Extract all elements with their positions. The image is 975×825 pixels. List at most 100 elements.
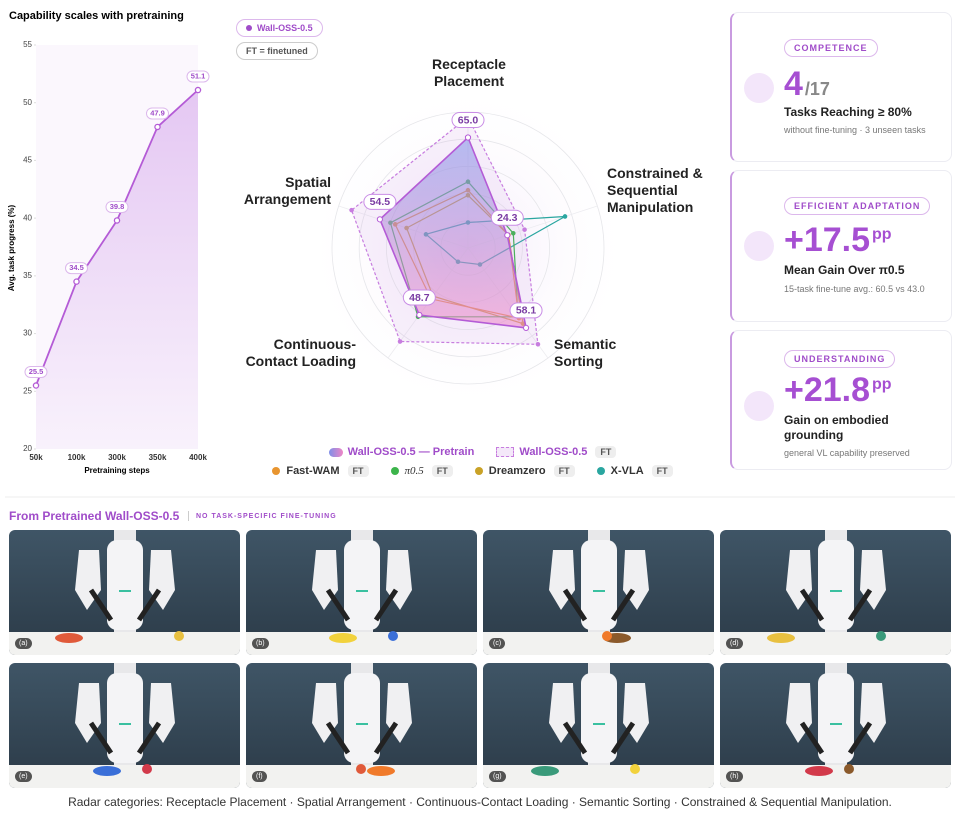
- photo-panel: (g): [483, 663, 714, 788]
- card-subtitle: without fine-tuning · 3 unseen tasks: [784, 125, 926, 135]
- card-unit: /17: [804, 79, 830, 99]
- value-label: 58.1: [516, 305, 537, 317]
- card-number: +17.5: [784, 221, 871, 259]
- legend-row: Fast-WAM FT π0.5 FT Dreamzero FT X-VLA FT: [0, 465, 955, 477]
- photo-shape: [581, 673, 617, 763]
- card-number: +21.8: [784, 371, 871, 409]
- photo-panel: (f): [246, 663, 477, 788]
- legend-row: Wall-OSS-0.5 — Pretrain Wall-OSS-0.5 FT: [0, 446, 955, 458]
- legend-item: Wall-OSS-0.5 FT: [496, 446, 617, 458]
- y-tick-label: 50: [23, 98, 32, 107]
- y-tick-label: 20: [23, 444, 32, 453]
- panel-label: (f): [252, 771, 267, 782]
- point: [154, 123, 161, 131]
- radar-point: [416, 311, 423, 319]
- value-label: 47.9: [150, 108, 165, 117]
- photo-shape: [602, 631, 612, 641]
- legend-item: π0.5 FT: [390, 465, 453, 477]
- value-badge: [402, 289, 436, 306]
- photo-shape: [581, 540, 617, 630]
- radar-axis-label: Constrained & Sequential Manipulation: [607, 165, 703, 215]
- value-label: 54.5: [370, 196, 391, 208]
- legend-item: X-VLA FT: [596, 465, 673, 477]
- photo-shape: [344, 673, 380, 763]
- legend-swatch: [596, 467, 605, 475]
- photo-shape: [767, 633, 795, 643]
- legend-label: X-VLA: [610, 465, 644, 477]
- value-label: 39.8: [110, 202, 125, 211]
- card-icon: [744, 231, 774, 261]
- card-label: COMPETENCE: [784, 39, 878, 57]
- photo-shape: [844, 764, 854, 774]
- y-tick-label: 35: [23, 271, 32, 280]
- photo-shape: [93, 766, 121, 776]
- value-badge: [509, 302, 543, 319]
- y-axis-label: Avg. task progress (%): [7, 204, 16, 291]
- legend-label: Wall-OSS-0.5: [519, 446, 588, 458]
- photo-illustration: [720, 663, 951, 788]
- legend-swatch: [328, 447, 343, 457]
- photo-shape: [818, 673, 854, 763]
- card-title: Gain on embodied grounding: [784, 413, 889, 442]
- x-tick-label: 100k: [68, 453, 86, 462]
- photo-shape: [246, 632, 477, 655]
- radar-point: [510, 230, 516, 236]
- card-icon: [744, 391, 774, 421]
- photo-panel: (d): [720, 530, 951, 655]
- value-label: 65.0: [458, 114, 479, 126]
- photo-shape: [119, 590, 131, 592]
- card-value: +21.8 pp: [784, 371, 892, 410]
- legend-label: π0.5: [404, 465, 424, 477]
- value-badge: [363, 193, 397, 210]
- photo-shape: [799, 721, 873, 755]
- card-number: 4: [784, 65, 803, 103]
- value-label: 51.1: [191, 72, 206, 81]
- photo-illustration: [483, 530, 714, 655]
- y-tick-label: 40: [23, 213, 32, 222]
- x-tick-label: 50k: [29, 453, 43, 462]
- photo-illustration: [246, 663, 477, 788]
- x-tick-label: 300k: [108, 453, 126, 462]
- stat-card: EFFICIENT ADAPTATION +17.5 pp Mean Gain O…: [730, 170, 952, 322]
- photo-shape: [483, 632, 714, 655]
- legend-label: Fast-WAM: [286, 465, 340, 477]
- photo-shape: [329, 633, 357, 643]
- photo-shape: [531, 766, 559, 776]
- stat-card: UNDERSTANDING +21.8 pp Gain on embodied g…: [730, 330, 952, 470]
- card-label: EFFICIENT ADAPTATION: [784, 197, 931, 215]
- value-badge: [105, 200, 129, 213]
- y-tick-label: 45: [23, 156, 32, 165]
- radar-point: [522, 227, 527, 232]
- radar-point: [535, 341, 541, 347]
- panel-label: (b): [252, 638, 269, 649]
- stat-card: COMPETENCE 4/17 Tasks Reaching ≥ 80% wit…: [730, 12, 952, 162]
- radar-axis-label: Spatial Arrangement: [243, 174, 331, 207]
- y-tick-label: 25: [23, 386, 32, 395]
- value-badge: [186, 70, 210, 83]
- card-title: Tasks Reaching ≥ 80%: [784, 105, 912, 119]
- photo-panel: (b): [246, 530, 477, 655]
- photo-shape: [593, 723, 605, 725]
- radar-axis-label: Receptacle Placement: [432, 56, 506, 89]
- panel-label: (d): [726, 638, 743, 649]
- gallery-title: From Pretrained Wall-OSS-0.5: [9, 509, 180, 523]
- panel-label: (c): [489, 638, 506, 649]
- photo-panel: (a): [9, 530, 240, 655]
- radar-point: [522, 324, 530, 332]
- photo-shape: [367, 766, 395, 776]
- photo-shape: [799, 588, 873, 622]
- photo-shape: [9, 632, 240, 655]
- value-badge: [451, 112, 485, 128]
- legend-tag: FT: [553, 465, 575, 477]
- photo-shape: [142, 764, 152, 774]
- value-label: 48.7: [409, 292, 430, 304]
- photo-illustration: [9, 530, 240, 655]
- legend-swatch: [474, 467, 483, 475]
- radar-axis-label: Semantic Sorting: [554, 336, 617, 369]
- point: [194, 86, 202, 94]
- legend-tag: FT: [595, 446, 617, 458]
- card-label: UNDERSTANDING: [784, 350, 896, 368]
- photo-shape: [818, 540, 854, 630]
- radar-point: [397, 339, 403, 344]
- panel-label: (h): [726, 771, 743, 782]
